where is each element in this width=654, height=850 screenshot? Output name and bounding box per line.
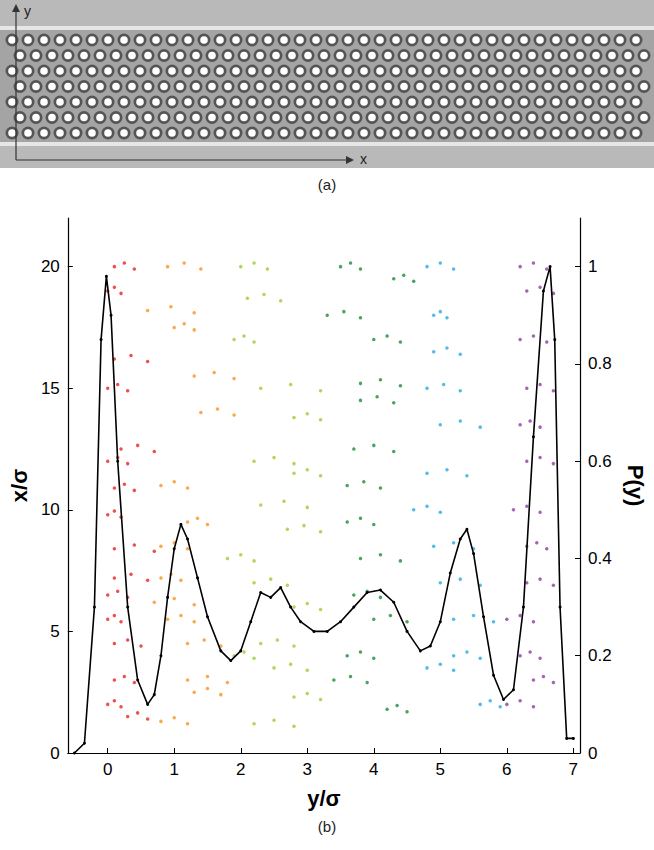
svg-text:(a): (a) [318, 176, 336, 193]
svg-text:0: 0 [103, 760, 112, 779]
svg-text:3: 3 [303, 760, 312, 779]
svg-text:0.6: 0.6 [588, 452, 612, 471]
svg-text:0.8: 0.8 [588, 354, 612, 373]
svg-text:y/σ: y/σ [307, 786, 340, 811]
svg-text:7: 7 [569, 760, 578, 779]
svg-text:5: 5 [50, 622, 59, 641]
svg-text:5: 5 [436, 760, 445, 779]
svg-text:15: 15 [41, 379, 60, 398]
svg-text:4: 4 [369, 760, 378, 779]
svg-text:P(y): P(y) [623, 465, 648, 507]
html-text:(b): (b) [317, 818, 337, 835]
svg-text:y: y [24, 3, 31, 19]
svg-text:0: 0 [588, 744, 597, 763]
svg-text:1: 1 [170, 760, 179, 779]
svg-text:6: 6 [502, 760, 511, 779]
svg-text:20: 20 [41, 257, 60, 276]
svg-text:10: 10 [41, 500, 60, 519]
svg-text:2: 2 [236, 760, 245, 779]
svg-text:0.4: 0.4 [588, 549, 612, 568]
svg-text:0: 0 [50, 744, 59, 763]
svg-text:x/σ: x/σ [7, 469, 32, 502]
svg-text:0.2: 0.2 [588, 646, 612, 665]
svg-text:x: x [360, 151, 367, 167]
svg-text:1: 1 [588, 257, 597, 276]
